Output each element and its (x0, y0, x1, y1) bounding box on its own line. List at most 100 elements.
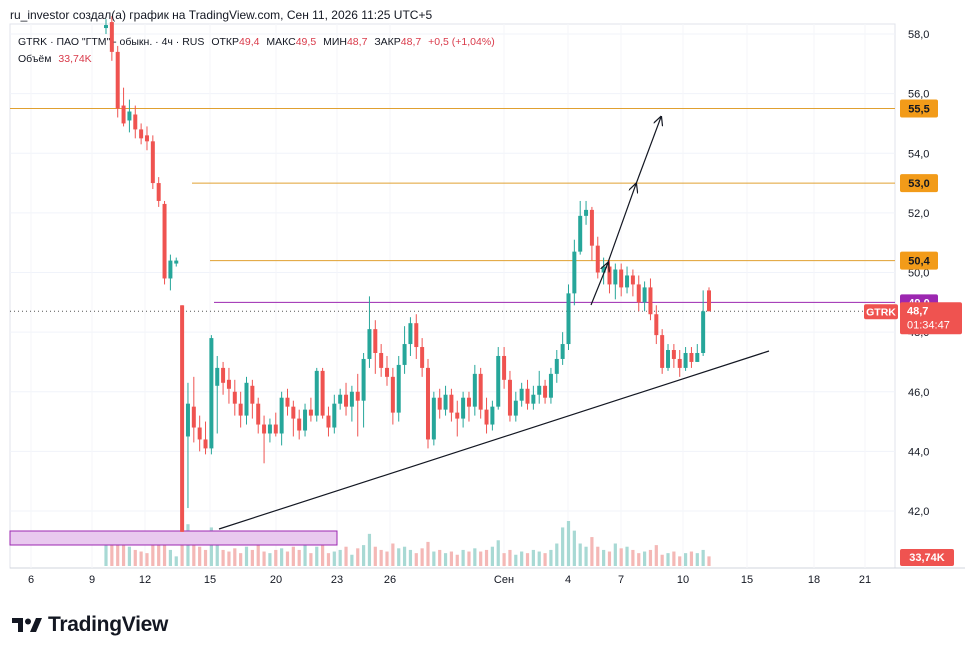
volume-bar (455, 554, 459, 566)
candle-body (308, 409, 313, 416)
candle-body (273, 424, 278, 434)
volume-bar (443, 553, 448, 566)
volume-bar (678, 556, 682, 566)
candle-body (256, 403, 261, 425)
volume-bar (508, 549, 512, 566)
volume-bar (209, 527, 213, 566)
candle-body (449, 394, 454, 413)
tradingview-logo-icon (12, 618, 42, 632)
candle-body (355, 391, 360, 401)
candle-body (344, 394, 349, 407)
candle-body (104, 25, 108, 29)
candle-body (221, 367, 226, 383)
legend-low: МИН48,7 (323, 36, 368, 48)
volume-bar (420, 548, 424, 566)
volume-bar (514, 554, 518, 566)
volume-bar (672, 551, 676, 566)
candle-body (185, 403, 190, 437)
candle-body (566, 293, 571, 345)
candle-body (303, 409, 308, 431)
legend: GTRK · ПАО "ГТМ" - обыкн. · 4ч · RUS ОТК… (18, 34, 499, 68)
candle-body (660, 335, 665, 368)
projection-arrow-1 (590, 263, 608, 306)
candle-body (408, 323, 413, 345)
volume-bar (596, 546, 600, 566)
candle-body (139, 129, 144, 139)
candle-body (414, 323, 419, 348)
x-tick-label: 21 (859, 574, 871, 586)
candle-body (133, 114, 138, 130)
volume-bar (356, 548, 360, 566)
volume-bar (198, 546, 202, 566)
x-tick-label: Сен (494, 574, 514, 586)
projection-arrow-2 (605, 184, 636, 269)
y-tick-label: 46,0 (908, 387, 929, 399)
legend-ohlc-row: GTRK · ПАО "ГТМ" - обыкн. · 4ч · RUS ОТК… (18, 34, 499, 51)
volume-bar (607, 551, 612, 566)
volume-bar (566, 521, 571, 566)
candle-body (490, 406, 495, 425)
tradingview-logo[interactable]: TradingView (12, 613, 168, 637)
volume-bar (561, 527, 565, 566)
level-badge-label: 50,4 (908, 256, 930, 268)
volume-bar (367, 533, 372, 566)
volume-bar (643, 551, 647, 566)
x-tick-label: 10 (677, 574, 689, 586)
volume-bar (309, 553, 313, 566)
candle-body (115, 51, 120, 109)
volume-bar (473, 548, 477, 566)
volume-bar (660, 554, 664, 566)
candle-body (519, 388, 524, 401)
volume-bar (268, 553, 272, 566)
volume-bar (432, 551, 436, 566)
candle-body (648, 287, 653, 315)
candle-body (707, 290, 711, 312)
candle-body (478, 373, 483, 410)
volume-bar (637, 553, 641, 566)
candle-body (209, 338, 214, 449)
y-tick-label: 42,0 (908, 506, 929, 518)
volume-bar (502, 553, 506, 566)
legend-volume-row: Объём 33,74K (18, 51, 499, 68)
volume-bar (379, 549, 383, 566)
level-badge (900, 99, 938, 118)
last-price-badge (900, 302, 962, 335)
y-tick-label: 54,0 (908, 148, 929, 160)
candle-body (180, 305, 185, 532)
candle-body (502, 355, 507, 380)
volume-bar (525, 553, 530, 566)
volume-bar (116, 530, 120, 566)
legend-volume-value: 33,74K (58, 53, 92, 65)
volume-bar (215, 543, 219, 566)
volume-bar (262, 551, 266, 566)
candle-body (402, 344, 407, 365)
plot-area (9, 23, 896, 569)
candle-body (572, 251, 577, 294)
volume-bar (350, 554, 354, 566)
volume-bar (239, 553, 243, 566)
volume-bar (338, 549, 342, 566)
y-tick-label: 50,0 (908, 268, 929, 280)
volume-bar (227, 551, 231, 566)
legend-symbol[interactable]: GTRK · ПАО "ГТМ" - обыкн. · 4ч · RUS (18, 36, 205, 48)
legend-volume-label[interactable]: Объём (18, 53, 52, 65)
candle-body (332, 403, 337, 428)
candle-body (425, 367, 430, 440)
candle-body (630, 275, 635, 285)
volume-bar (590, 537, 594, 566)
candle-body (496, 355, 501, 407)
candle-body (613, 269, 618, 285)
candle-body (203, 439, 208, 449)
volume-bar (683, 553, 688, 566)
volume-bar (127, 546, 132, 566)
volume-bar (602, 549, 606, 566)
candle-body (507, 379, 512, 416)
x-tick-label: 12 (139, 574, 151, 586)
volume-bar (695, 553, 699, 566)
candle-body (461, 397, 466, 419)
volume-bar (707, 556, 711, 566)
candle-body (232, 391, 237, 404)
volume-bar (326, 553, 331, 566)
x-tick-label: 4 (565, 574, 571, 586)
